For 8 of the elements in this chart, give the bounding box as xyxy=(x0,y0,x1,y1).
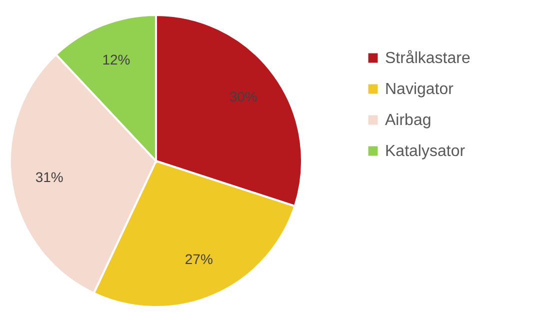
data-label: 12% xyxy=(102,52,130,68)
data-label: 27% xyxy=(184,251,213,268)
legend-label: Katalysator xyxy=(385,143,466,160)
legend-label: Strålkastare xyxy=(385,50,470,67)
legend-label: Navigator xyxy=(385,81,454,98)
legend-label: Airbag xyxy=(385,112,432,129)
data-label: 31% xyxy=(35,168,64,185)
data-label: 30% xyxy=(229,88,258,105)
